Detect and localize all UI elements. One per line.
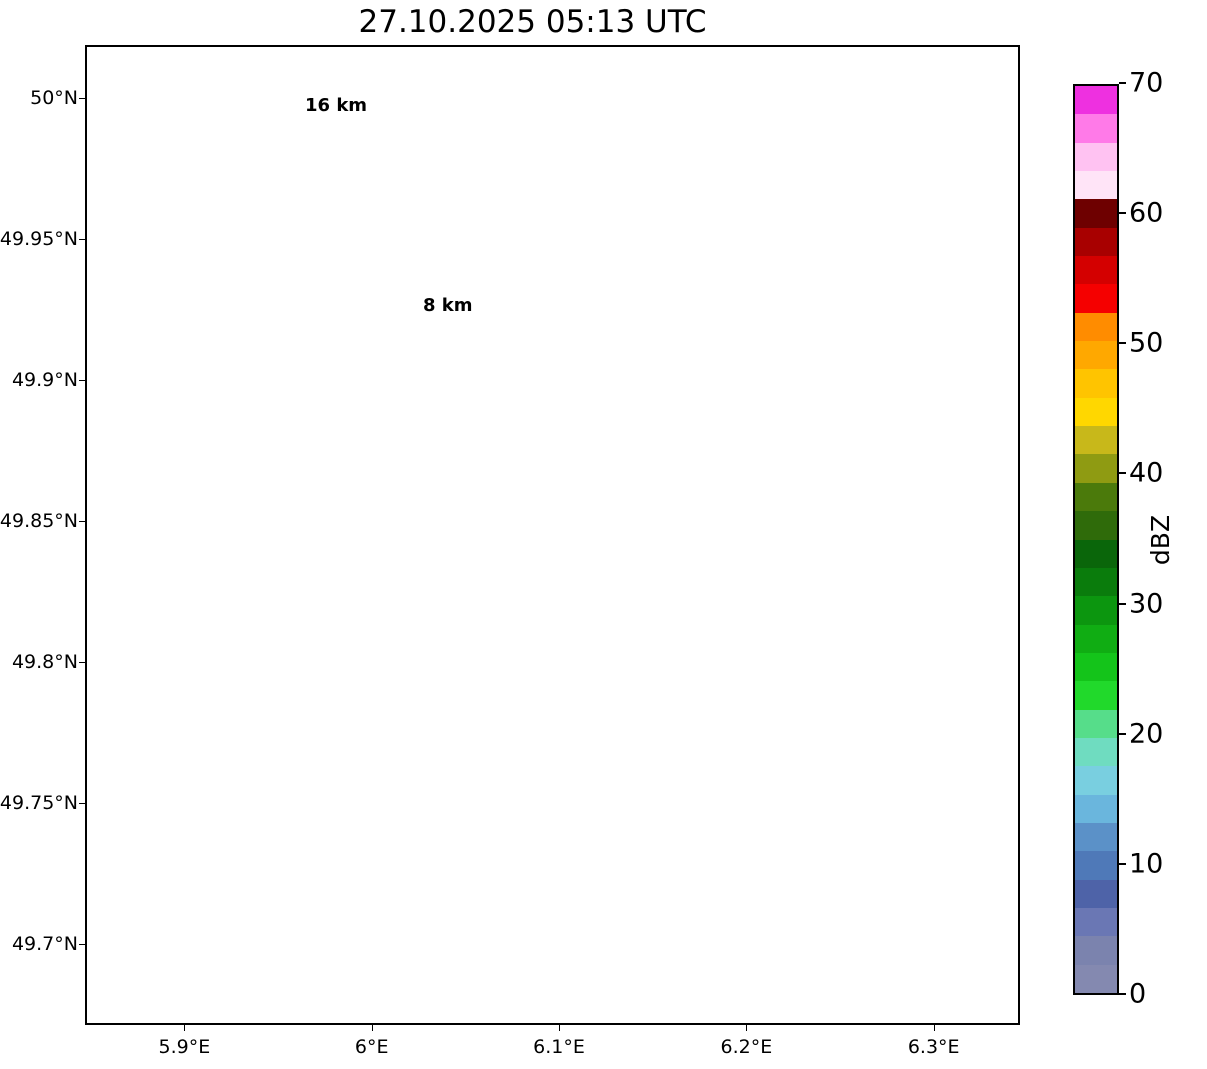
latitude-tick-label: 49.7°N — [11, 933, 78, 956]
longitude-tick-label: 6.2°E — [720, 1036, 773, 1058]
colorbar-band — [1075, 652, 1117, 682]
colorbar-tick-mark — [1119, 342, 1126, 345]
colorbar-tick-mark — [1119, 602, 1126, 605]
colorbar-tick-mark — [1119, 732, 1126, 735]
longitude-axis: 5.9°E 6°E 6.1°E 6.2°E 6.3°E — [0, 1036, 1207, 1066]
colorbar[interactable] — [1073, 84, 1119, 995]
latitude-tick-mark — [79, 802, 85, 804]
colorbar-band — [1075, 765, 1117, 795]
colorbar-tick-label: 60 — [1129, 197, 1164, 229]
latitude-tick-mark — [79, 97, 85, 99]
colorbar-band — [1075, 680, 1117, 710]
colorbar-band — [1075, 794, 1117, 823]
latitude-tick-label: 50°N — [30, 86, 78, 109]
latitude-tick-mark — [79, 520, 85, 522]
colorbar-tick-label: 10 — [1129, 848, 1164, 880]
colorbar-band — [1075, 567, 1117, 597]
page-title: 27.10.2025 05:13 UTC — [358, 4, 707, 40]
latitude-tick-label: 49.8°N — [11, 650, 78, 673]
radar-map[interactable] — [85, 45, 1020, 1025]
colorbar-band — [1075, 879, 1117, 908]
longitude-tick-label: 6.1°E — [533, 1036, 585, 1058]
colorbar-band — [1075, 538, 1117, 568]
colorbar-band — [1075, 935, 1117, 965]
latitude-tick-label: 49.9°N — [11, 368, 78, 391]
colorbar-tick-label: 20 — [1129, 718, 1164, 750]
colorbar-band — [1075, 737, 1117, 767]
colorbar-band — [1075, 850, 1117, 880]
latitude-tick-mark — [79, 944, 85, 946]
colorbar-tick-mark — [1119, 472, 1126, 475]
colorbar-band — [1075, 453, 1117, 483]
colorbar-tick-label: 30 — [1129, 588, 1164, 620]
map-overlay-layer — [87, 47, 1018, 1023]
colorbar-band — [1075, 708, 1117, 738]
colorbar-band — [1075, 397, 1117, 427]
latitude-tick-mark — [79, 661, 85, 663]
longitude-tick-label: 5.9°E — [158, 1036, 211, 1058]
colorbar-band — [1075, 255, 1117, 285]
longitude-tick-mark — [746, 1025, 748, 1031]
latitude-axis: 50°N 49.95°N 49.9°N 49.85°N 49.8°N 49.75°N 49.… — [0, 0, 78, 1069]
latitude-tick-mark — [79, 238, 85, 240]
longitude-tick-mark — [184, 1025, 186, 1031]
colorbar-tick-label: 70 — [1129, 67, 1164, 99]
colorbar-band — [1075, 198, 1117, 228]
longitude-tick-label: 6°E — [354, 1036, 389, 1058]
colorbar-band — [1075, 623, 1117, 653]
colorbar-tick-mark — [1119, 862, 1126, 865]
colorbar-band — [1075, 170, 1117, 200]
colorbar-band — [1075, 312, 1117, 342]
colorbar-band — [1075, 227, 1117, 257]
colorbar-band — [1075, 425, 1117, 455]
colorbar-axis-label: dBZ — [1146, 514, 1175, 566]
colorbar-band — [1075, 907, 1117, 937]
longitude-tick-label: 6.3°E — [907, 1036, 960, 1058]
longitude-tick-mark — [933, 1025, 935, 1031]
colorbar-band — [1075, 482, 1117, 512]
colorbar-band — [1075, 964, 1117, 993]
colorbar-band — [1075, 142, 1117, 172]
colorbar-tick-label: 50 — [1129, 327, 1164, 359]
colorbar-band — [1075, 86, 1117, 115]
colorbar-tick-label: 40 — [1129, 457, 1164, 489]
latitude-tick-mark — [79, 379, 85, 381]
colorbar-band — [1075, 283, 1117, 313]
range-ring-label-8km: 8 km — [423, 295, 473, 316]
colorbar-band — [1075, 822, 1117, 852]
longitude-tick-mark — [559, 1025, 561, 1031]
colorbar-band — [1075, 113, 1117, 143]
colorbar-tick-label: 0 — [1129, 978, 1147, 1010]
colorbar-tick-mark — [1119, 82, 1126, 84]
colorbar-band — [1075, 368, 1117, 398]
latitude-tick-label: 49.85°N — [0, 509, 78, 532]
colorbar-tick-mark — [1119, 993, 1126, 995]
colorbar-band — [1075, 510, 1117, 540]
longitude-tick-mark — [371, 1025, 373, 1031]
colorbar-band — [1075, 340, 1117, 370]
colorbar-tick-mark — [1119, 212, 1126, 215]
latitude-tick-label: 49.75°N — [0, 791, 78, 814]
colorbar-band — [1075, 595, 1117, 625]
latitude-tick-label: 49.95°N — [0, 227, 78, 250]
range-ring-label-16km: 16 km — [305, 95, 368, 116]
